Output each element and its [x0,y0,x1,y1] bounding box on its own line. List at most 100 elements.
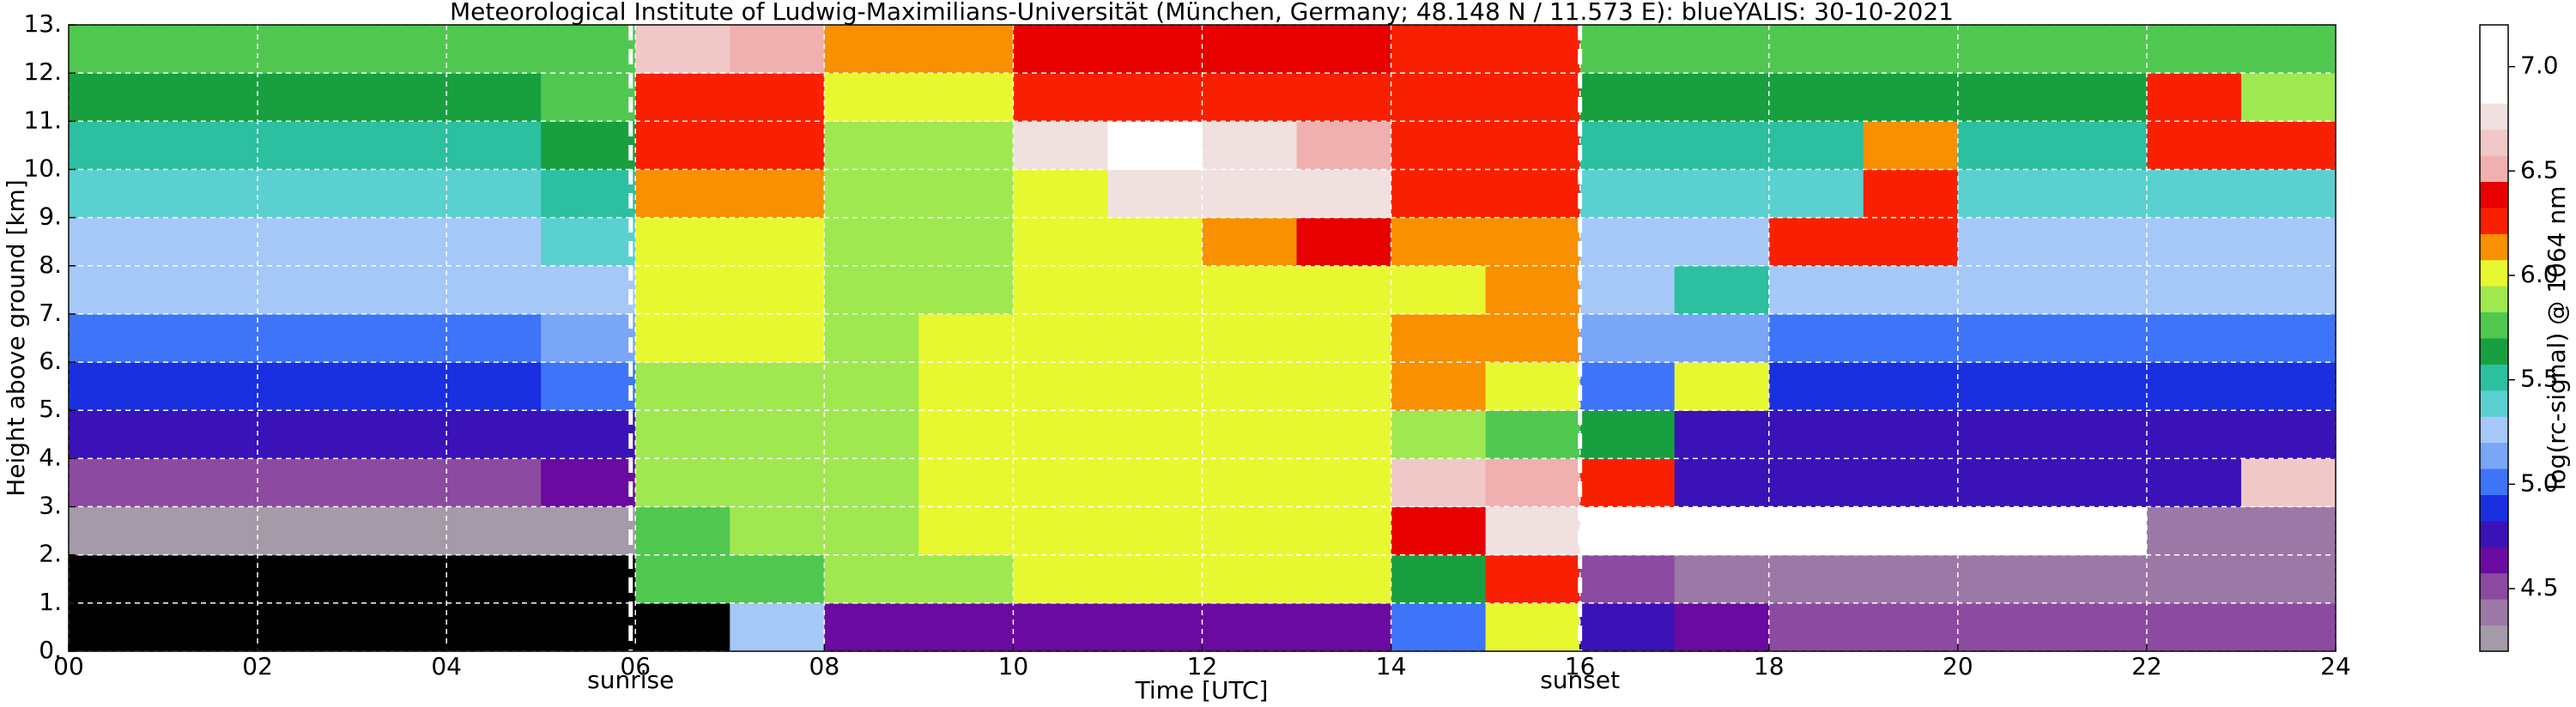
heatmap-cell [2146,458,2242,508]
colorbar-label: log(rc-signal) @ 1064 nm [2543,186,2571,491]
y-tick-label: 10. [23,154,62,182]
heatmap-cell [1296,554,1392,604]
heatmap-cell [446,410,542,459]
heatmap-cell [2052,73,2148,122]
heatmap-cell [1013,73,1108,122]
heatmap-cell [1202,506,1298,556]
heatmap-cell [2146,602,2242,652]
heatmap-cell [824,602,919,652]
heatmap-cell [635,313,730,363]
heatmap-cell [1013,362,1108,411]
heatmap-cell [1296,410,1392,459]
heatmap-cell [1579,362,1676,411]
heatmap-cell [69,362,164,411]
heatmap-cell [163,410,258,459]
heatmap-cell [918,121,1014,170]
heatmap-cell [1579,506,1676,556]
heatmap-cell [1957,313,2053,363]
heatmap-cell [2052,121,2148,170]
heatmap-cell [2052,169,2148,219]
heatmap-cell [1768,410,1864,459]
heatmap-cell [1579,602,1676,652]
heatmap-cell [635,554,730,604]
heatmap-cell [1957,458,2053,508]
heatmap-cell [1013,506,1108,556]
heatmap-cell [258,217,353,267]
overlay: 00 02 04 06 08 10 12 14 16 18 20 22 24 0. 1. 2. 3. 4. 5. 6.… [23,9,2558,694]
heatmap-cell [2240,313,2337,363]
heatmap-cell [258,121,353,170]
heatmap-cell [824,169,919,219]
x-tick-label: 04 [431,652,462,680]
heatmap-cell [635,121,730,170]
heatmap-cell [1391,410,1487,459]
y-tick-label: 2. [39,540,62,568]
heatmap-cell [824,410,919,459]
heatmap-cell [1296,73,1392,122]
x-tick-label: 18 [1754,652,1785,680]
heatmap-cell [1579,458,1676,508]
heatmap-cell [541,25,636,74]
heatmap-cell [1107,169,1203,219]
heatmap-cell [1674,410,1770,459]
heatmap-cell [69,25,164,74]
x-tick-label: 14 [1376,652,1407,680]
x-tick-label: 20 [1943,652,1973,680]
heatmap-cell [1391,73,1487,122]
heatmap-cell [1202,602,1298,652]
heatmap-cell [1296,265,1392,315]
heatmap-cell [1013,410,1108,459]
heatmap-cell [1579,554,1676,604]
colorbar-swatch [2480,364,2508,391]
heatmap-cell [258,410,353,459]
heatmap-cell [1579,121,1676,170]
heatmap-cell [2052,410,2148,459]
y-tick-label: 8. [39,251,62,279]
heatmap-cell [1391,217,1487,267]
colorbar-swatch [2480,442,2508,469]
heatmap-cell [1957,410,2053,459]
heatmap-cell [1013,121,1108,170]
heatmap-cell [730,602,825,652]
x-tick-label: 12 [1187,652,1218,680]
heatmap-cell [824,265,919,315]
heatmap-cell [1674,554,1770,604]
colorbar-swatch [2480,286,2508,313]
plot-frame [68,24,2337,652]
heatmap-cell [541,554,636,604]
heatmap-cell [2240,506,2337,556]
heatmap-cell [446,554,542,604]
heatmap-cell [2146,362,2242,411]
heatmap-cell [1013,265,1108,315]
heatmap-cell [1107,602,1203,652]
heatmap-cell [1768,554,1864,604]
heatmap-cell [1957,217,2053,267]
heatmap-cell [1296,313,1392,363]
heatmap-cell [2240,73,2337,122]
x-tick-label: 16 [1565,652,1596,680]
heatmap-cell [446,169,542,219]
chart-title: Meteorological Institute of Ludwig-Maxim… [450,0,1954,26]
heatmap-cell [1202,458,1298,508]
heatmap-cell [352,362,447,411]
heatmap-cell [2052,217,2148,267]
heatmap-cell [918,73,1014,122]
heatmap-cell [1863,602,1959,652]
heatmap-cell [352,313,447,363]
heatmap-cell [163,73,258,122]
heatmap-cell [1768,265,1864,315]
heatmap-cell [1674,458,1770,508]
heatmap-cell [1863,121,1959,170]
heatmap-cell [258,73,353,122]
heatmap-cell [258,25,353,74]
heatmap-cell [635,362,730,411]
heatmap-cell [1863,25,1959,74]
heatmap-cell [1202,410,1298,459]
heatmap-cell [1674,73,1770,122]
x-axis-label: Time [UTC] [1135,676,1269,704]
heatmap-cell [2146,313,2242,363]
heatmap-cell [163,25,258,74]
heatmap-cell [1768,602,1864,652]
colorbar-swatch [2480,390,2508,417]
heatmap-cell [730,458,825,508]
